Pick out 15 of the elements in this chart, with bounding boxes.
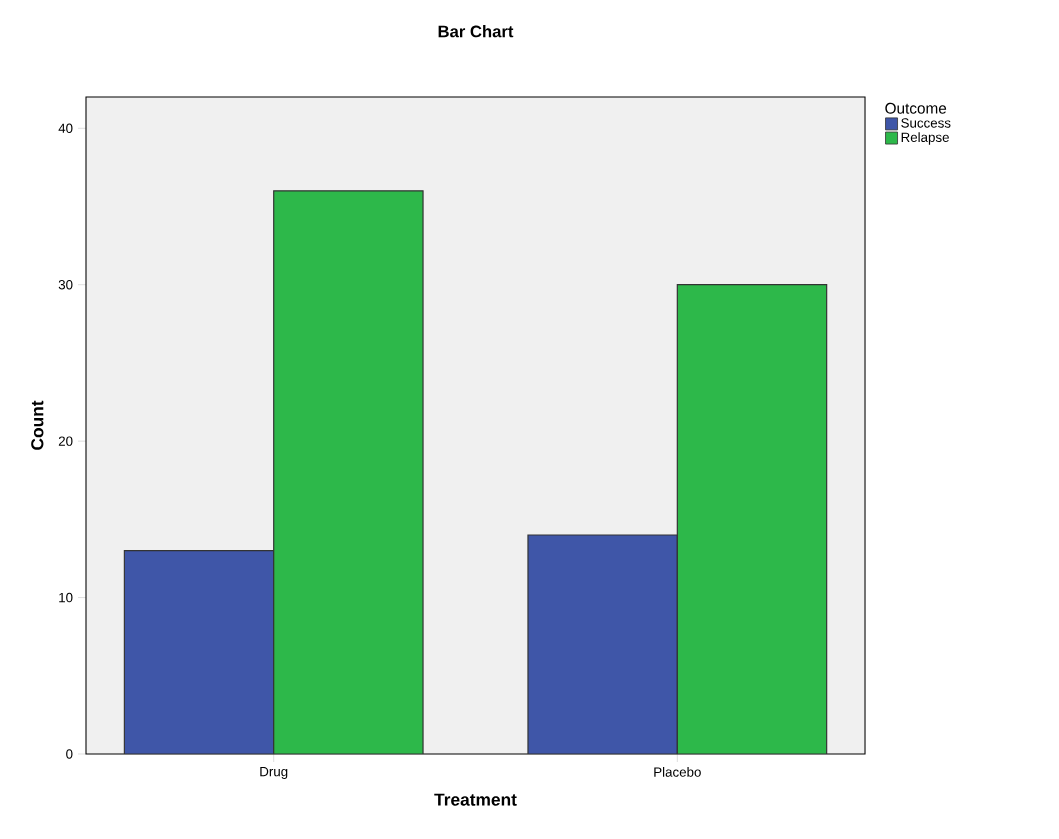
- legend-label: Success: [901, 118, 951, 128]
- x-tick-label: Drug: [260, 766, 288, 779]
- y-tick-label: 40: [58, 123, 73, 133]
- legend-title: Outcome: [885, 102, 947, 114]
- y-axis-title: Count: [31, 400, 44, 450]
- bar: [273, 190, 424, 754]
- x-axis-title: Treatment: [434, 793, 517, 806]
- y-tick-label: 0: [66, 749, 73, 759]
- y-tick-label: 10: [59, 592, 73, 603]
- legend-label: Relapse: [901, 132, 949, 145]
- x-tick-label: Placebo: [654, 766, 701, 777]
- y-tick-label: 20: [58, 436, 73, 446]
- chart-title: Bar Chart: [438, 25, 514, 38]
- bar: [676, 284, 828, 754]
- y-tick-label: 30: [58, 280, 73, 290]
